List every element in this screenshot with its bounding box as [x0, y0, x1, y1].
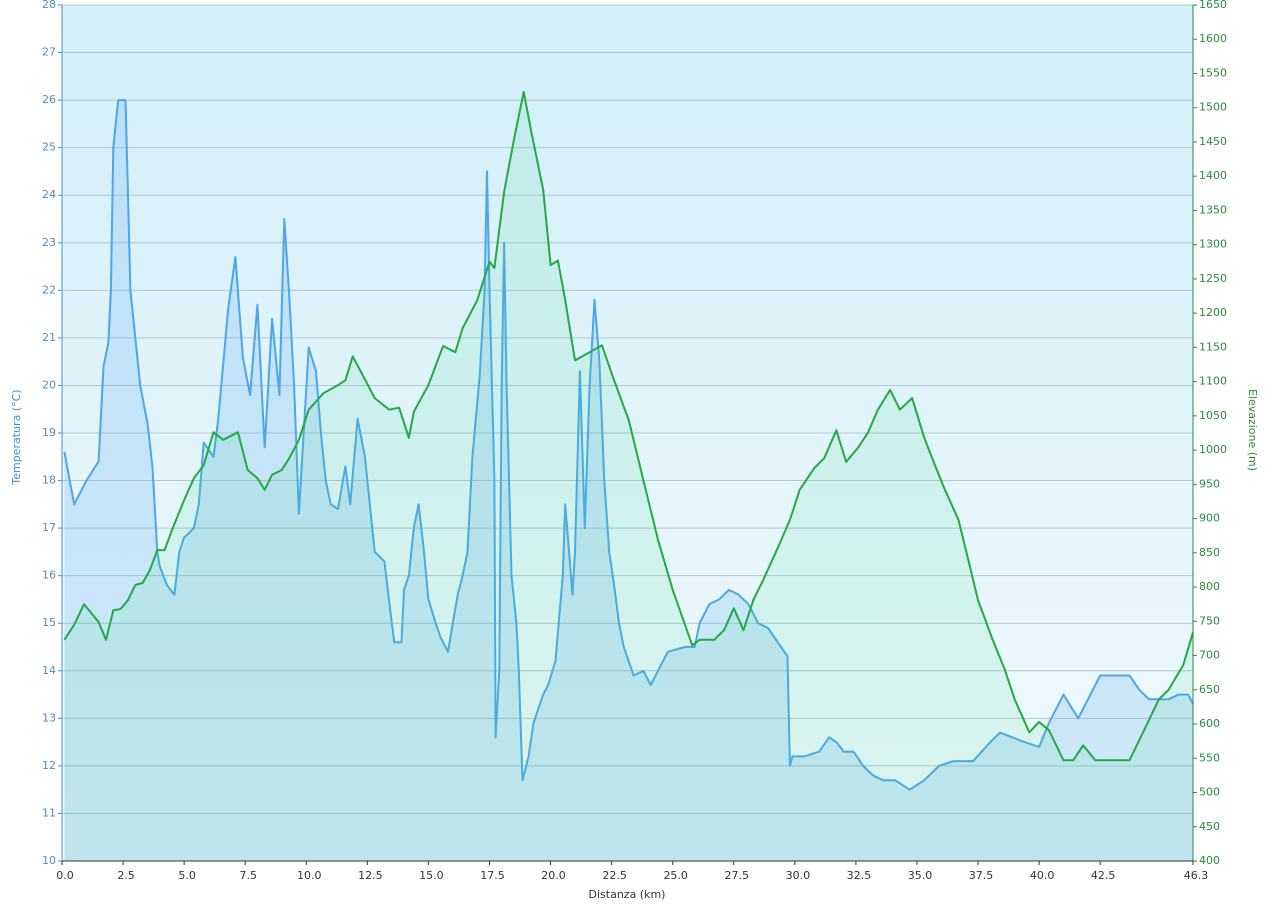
- y2-tick-label: 1200: [1199, 306, 1227, 319]
- x-axis-title: Distanza (km): [589, 888, 666, 901]
- y2-tick-label: 1650: [1199, 0, 1227, 11]
- x-tick-label: 0.0: [56, 869, 74, 882]
- y-tick-label: 16: [42, 569, 56, 582]
- x-tick-label: 17.5: [480, 869, 505, 882]
- y2-tick-label: 1300: [1199, 238, 1227, 251]
- y2-tick-label: 1550: [1199, 66, 1227, 79]
- y-axis-title: Temperatura (°C): [10, 389, 23, 485]
- y-tick-label: 12: [42, 759, 56, 772]
- y-tick-label: 11: [42, 806, 56, 819]
- y-tick-label: 26: [42, 93, 56, 106]
- x-tick-label: 7.5: [239, 869, 257, 882]
- y2-tick-label: 850: [1199, 546, 1220, 559]
- y-tick-label: 13: [42, 711, 56, 724]
- y2-tick-label: 1100: [1199, 375, 1227, 388]
- y2-tick-label: 750: [1199, 614, 1220, 627]
- y2-tick-label: 1350: [1199, 203, 1227, 216]
- series-area: [64, 92, 1193, 861]
- y-tick-label: 24: [42, 188, 56, 201]
- series-line: [63, 91, 1194, 762]
- y-tick-label: 28: [42, 0, 56, 11]
- y-tick-label: 17: [42, 521, 56, 534]
- y2-axis-title: Elevazione (m): [1246, 389, 1259, 471]
- x-tick-label: 37.5: [969, 869, 994, 882]
- x-tick-label: 42.5: [1091, 869, 1116, 882]
- x-tick-label: 2.5: [117, 869, 135, 882]
- series-line: [63, 99, 1194, 791]
- y-tick-label: 21: [42, 331, 56, 344]
- y-tick-label: 27: [42, 46, 56, 59]
- y2-tick-label: 700: [1199, 649, 1220, 662]
- x-tick-label: 35.0: [908, 869, 933, 882]
- x-tick-label: 46.3: [1184, 869, 1209, 882]
- x-tick-label: 40.0: [1030, 869, 1055, 882]
- y-tick-label: 19: [42, 426, 56, 439]
- x-tick-label: 27.5: [725, 869, 750, 882]
- y-tick-label: 20: [42, 378, 56, 391]
- y-tick-label: 14: [42, 664, 56, 677]
- y-tick-label: 25: [42, 141, 56, 154]
- y2-tick-label: 550: [1199, 751, 1220, 764]
- y2-tick-label: 1050: [1199, 409, 1227, 422]
- x-tick-label: 30.0: [786, 869, 811, 882]
- y2-tick-label: 1250: [1199, 272, 1227, 285]
- y2-tick-label: 1000: [1199, 443, 1227, 456]
- x-tick-label: 10.0: [297, 869, 322, 882]
- y2-tick-label: 900: [1199, 512, 1220, 525]
- y-tick-label: 10: [42, 854, 56, 867]
- x-tick-label: 32.5: [847, 869, 872, 882]
- y-tick-label: 18: [42, 474, 56, 487]
- y2-tick-label: 1600: [1199, 32, 1227, 45]
- y2-tick-label: 500: [1199, 786, 1220, 799]
- y-tick-label: 23: [42, 236, 56, 249]
- y-tick-label: 22: [42, 283, 56, 296]
- y2-tick-label: 950: [1199, 477, 1220, 490]
- y2-tick-label: 1150: [1199, 340, 1227, 353]
- y2-tick-label: 650: [1199, 683, 1220, 696]
- x-tick-label: 15.0: [419, 869, 444, 882]
- y2-tick-label: 1450: [1199, 135, 1227, 148]
- x-tick-label: 12.5: [358, 869, 383, 882]
- x-tick-label: 25.0: [663, 869, 688, 882]
- x-tick-label: 20.0: [541, 869, 566, 882]
- y2-tick-label: 450: [1199, 820, 1220, 833]
- y2-tick-label: 800: [1199, 580, 1220, 593]
- x-tick-label: 5.0: [178, 869, 196, 882]
- y2-tick-label: 1400: [1199, 169, 1227, 182]
- y2-tick-label: 600: [1199, 717, 1220, 730]
- y-tick-label: 15: [42, 616, 56, 629]
- series-area: [64, 100, 1193, 862]
- x-tick-label: 22.5: [602, 869, 627, 882]
- y2-tick-label: 1500: [1199, 101, 1227, 114]
- y2-tick-label: 400: [1199, 854, 1220, 867]
